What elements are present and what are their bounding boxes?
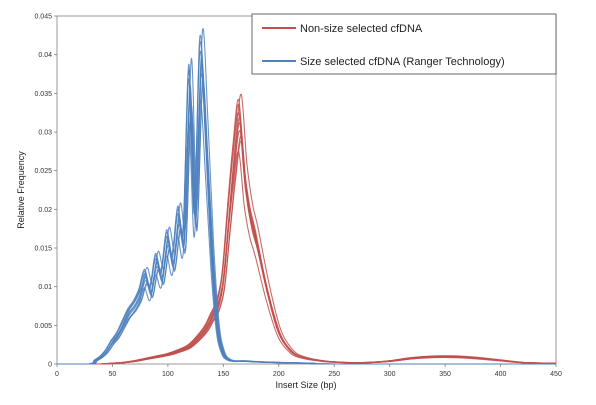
series-line <box>57 63 557 365</box>
x-tick-label: 450 <box>550 371 562 378</box>
series-line <box>57 151 555 365</box>
series-line <box>57 112 555 365</box>
legend-label-non-size-selected: Non-size selected cfDNA <box>300 23 423 35</box>
legend-box <box>251 13 557 75</box>
series-line <box>57 98 555 365</box>
legend-label-size-selected: Size selected cfDNA (Ranger Technology) <box>300 56 505 68</box>
x-tick-label: 400 <box>495 371 507 378</box>
series-non-size-selected <box>57 94 557 365</box>
y-tick-label: 0.025 <box>34 168 52 175</box>
y-tick-label: 0.03 <box>38 130 52 137</box>
series-line <box>57 34 555 365</box>
series-line <box>58 94 557 365</box>
legend: Non-size selected cfDNA Size selected cf… <box>251 13 557 75</box>
x-tick-label: 200 <box>273 371 285 378</box>
x-tick-label: 350 <box>439 371 451 378</box>
series-line <box>58 79 557 365</box>
y-tick-label: 0.04 <box>38 52 52 59</box>
series-size-selected <box>57 28 557 365</box>
x-axis-label: Insert Size (bp) <box>275 380 336 390</box>
x-tick-label: 0 <box>55 371 59 378</box>
series-line <box>57 57 557 365</box>
y-tick-label: 0.015 <box>34 246 52 253</box>
series-line <box>57 50 555 365</box>
y-tick-label: 0.02 <box>38 207 52 214</box>
y-tick-label: 0 <box>48 362 52 369</box>
y-tick-label: 0.01 <box>38 284 52 291</box>
series-line <box>58 140 557 365</box>
series-line <box>57 73 557 365</box>
series-layer <box>57 28 557 365</box>
x-tick-label: 100 <box>162 371 174 378</box>
series-line <box>57 117 557 365</box>
series-line <box>58 135 557 365</box>
x-tick-label: 50 <box>109 371 117 378</box>
y-tick-label: 0.045 <box>34 14 52 21</box>
tick-layer: 0 50 100 150 200 250 300 350 400 450 0 0.005 0.01 0.0… <box>34 14 561 379</box>
y-tick-label: 0.035 <box>34 91 52 98</box>
series-line <box>57 122 557 365</box>
series-line <box>58 86 557 365</box>
y-axis-label: Relative Frequency <box>16 151 26 229</box>
series-line <box>57 104 555 365</box>
x-tick-label: 300 <box>384 371 396 378</box>
y-tick-label: 0.005 <box>34 323 52 330</box>
series-line <box>57 99 555 365</box>
x-tick-label: 150 <box>217 371 229 378</box>
series-line <box>57 130 557 365</box>
x-tick-label: 250 <box>328 371 340 378</box>
